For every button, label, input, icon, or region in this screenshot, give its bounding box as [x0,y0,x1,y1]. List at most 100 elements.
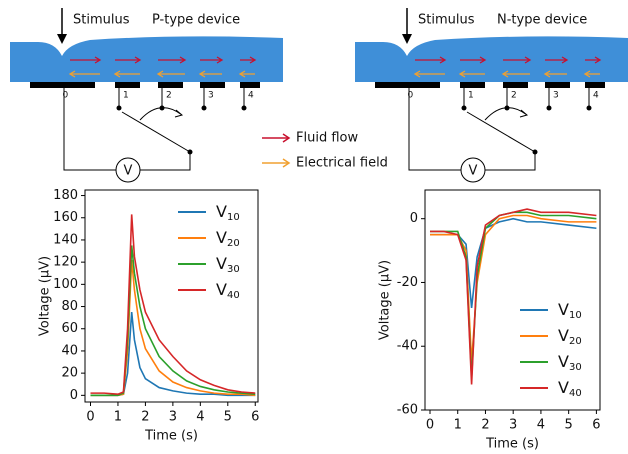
y-tick-label: 120 [53,255,78,270]
line [90,214,256,396]
arrow-head [282,158,291,168]
fluid-arrow [545,56,569,64]
arrow-head [402,34,412,44]
contact [586,105,592,111]
x-tick-label: 2 [141,410,149,425]
legend-label: V40 [216,280,240,302]
legend-label: V30 [216,254,240,276]
flow-legend: Fluid flow Electrical field [262,131,388,171]
device-title: N-type device [497,13,587,28]
x-tick-label: 2 [481,418,489,433]
field-arrow [583,70,600,78]
electrode-label: 1 [123,91,129,101]
electrode [158,82,183,88]
stimulus-label: Stimulus [418,13,475,28]
plot-frame [424,189,601,411]
electrode-label: 0 [63,91,69,101]
electrode-label: 3 [553,91,559,101]
field-arrow [501,70,530,78]
electrode [545,82,570,88]
y-tick-label: 40 [61,343,78,358]
switch [466,111,536,153]
field-arrow [113,70,140,78]
fluid-arrow [70,56,102,64]
legend-label: V10 [216,202,240,224]
x-tick-label: 1 [114,410,122,425]
line [429,211,597,379]
fluid [355,36,628,82]
y-tick-label: 80 [61,299,78,314]
fluid-arrow [460,56,487,64]
y-tick-label: -60 [397,403,418,418]
electrode-label: 3 [208,91,214,101]
fluid-arrow [585,56,602,64]
contact [116,105,122,111]
legend-label: Fluid flow [296,131,358,146]
electrode-label: 2 [511,91,517,101]
field-arrow [156,70,185,78]
meter-label: V [469,164,478,179]
fluid [10,36,283,82]
x-tick-label: 0 [426,418,434,433]
contact [201,105,207,111]
y-tick-label: 180 [53,188,78,203]
y-tick-label: 0 [70,388,78,403]
contact [241,105,247,111]
y-tick-label: 20 [61,366,78,381]
x-tick-label: 0 [86,410,94,425]
fluid-arrow [415,56,447,64]
line [90,259,256,397]
y-tick-label: -20 [397,275,418,290]
contact [187,149,193,155]
field-arrow [198,70,222,78]
electrode [240,82,260,88]
meter [460,157,486,183]
switch-arrow [484,107,529,121]
field-arrow [458,70,485,78]
electrode [30,82,95,88]
x-tick-label: 4 [537,418,545,433]
contact [546,105,552,111]
circuit [63,88,191,171]
circuit [408,88,536,171]
schematics: Stimulus P-type device 0 1 2 3 4 V Stimulus N-typ… [10,8,628,183]
electrode [503,82,528,88]
y-tick-label: -40 [397,339,418,354]
x-tick-label: 6 [592,418,600,433]
y-axis-label: Voltage (μV) [378,260,393,340]
fluid-arrow [115,56,142,64]
electrode [200,82,225,88]
field-arrow [413,70,445,78]
switch [121,111,191,153]
contact [532,149,538,155]
x-axis-label: Time (s) [144,429,198,444]
arrow-head [282,133,291,143]
plot-frame [84,189,259,403]
electrode [460,82,485,88]
x-tick-label: 3 [169,410,177,425]
electrode-label: 4 [593,91,599,101]
x-tick-label: 6 [251,410,259,425]
fluid-arrow [200,56,224,64]
line [429,208,597,385]
y-tick-label: 100 [53,277,78,292]
arrow-head [57,34,67,44]
legend-label: V30 [558,352,582,374]
electrode-label: 0 [408,91,414,101]
x-tick-label: 5 [565,418,573,433]
electrode-label: 1 [468,91,474,101]
meter-label: V [124,164,133,179]
contact [461,105,467,111]
y-tick-label: 160 [53,210,78,225]
device-title: P-type device [152,13,240,28]
fluid-arrow [503,56,532,64]
y-tick-label: 60 [61,321,78,336]
electrode [585,82,605,88]
legend-label: V20 [216,228,240,250]
legend-label: V10 [558,300,582,322]
electrode-label: 4 [248,91,254,101]
x-tick-label: 1 [454,418,462,433]
field-arrow [238,70,255,78]
x-tick-label: 3 [509,418,517,433]
